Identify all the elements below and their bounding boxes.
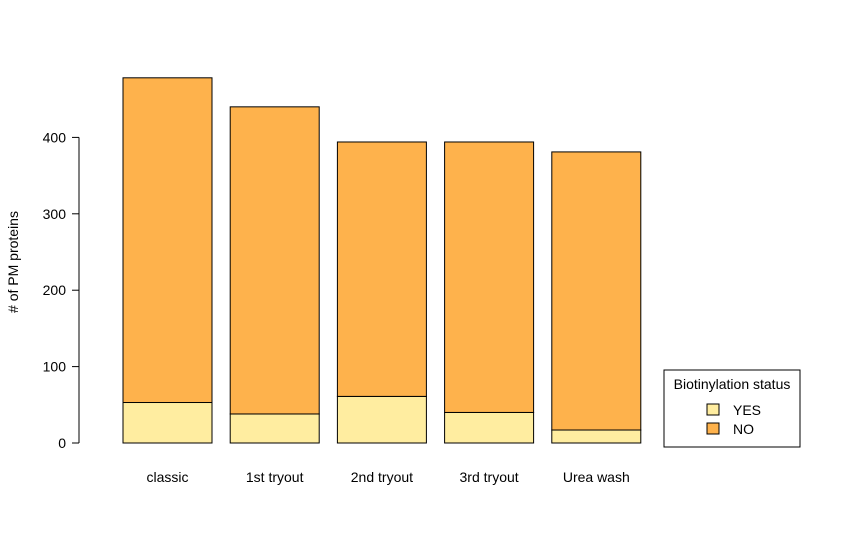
y-tick-label: 200 (43, 282, 67, 298)
bar-no-2nd-tryout (336, 141, 427, 397)
bar-yes-1st-tryout (229, 413, 320, 444)
bar-no-classic (122, 77, 213, 404)
legend: Biotinylation status YES NO (663, 369, 801, 448)
y-tick-label: 100 (43, 359, 67, 375)
y-tick-label: 300 (43, 206, 67, 222)
legend-title: Biotinylation status (674, 376, 791, 392)
y-tick-label: 0 (58, 435, 66, 451)
x-tick-label: 2nd tryout (351, 469, 413, 485)
x-tick-label: 1st tryout (246, 469, 304, 485)
bar-no-3rd-tryout (444, 141, 535, 413)
legend-box (663, 369, 801, 448)
x-tick-label: classic (146, 469, 188, 485)
bar-yes-classic (122, 402, 213, 444)
bar-yes-3rd-tryout (444, 411, 535, 444)
bar-no-urea-wash (551, 151, 642, 431)
legend-entries: YES NO (706, 402, 761, 437)
x-tick-label: 3rd tryout (460, 469, 519, 485)
legend-label-yes: YES (733, 402, 761, 418)
bars-group (122, 77, 642, 444)
bar-yes-urea-wash (551, 429, 642, 444)
bar-no-1st-tryout (229, 106, 320, 415)
y-tick-label: 400 (43, 129, 67, 145)
y-axis-label: # of PM proteins (5, 211, 21, 313)
x-axis-labels: classic 1st tryout 2nd tryout 3rd tryout Ure… (146, 469, 629, 485)
bar-yes-2nd-tryout (336, 395, 427, 444)
x-tick-label: Urea wash (563, 469, 630, 485)
legend-swatch-yes (706, 403, 720, 416)
legend-swatch-no (706, 422, 720, 435)
legend-label-no: NO (733, 421, 754, 437)
y-axis: 0 100 200 300 400 (43, 129, 80, 451)
